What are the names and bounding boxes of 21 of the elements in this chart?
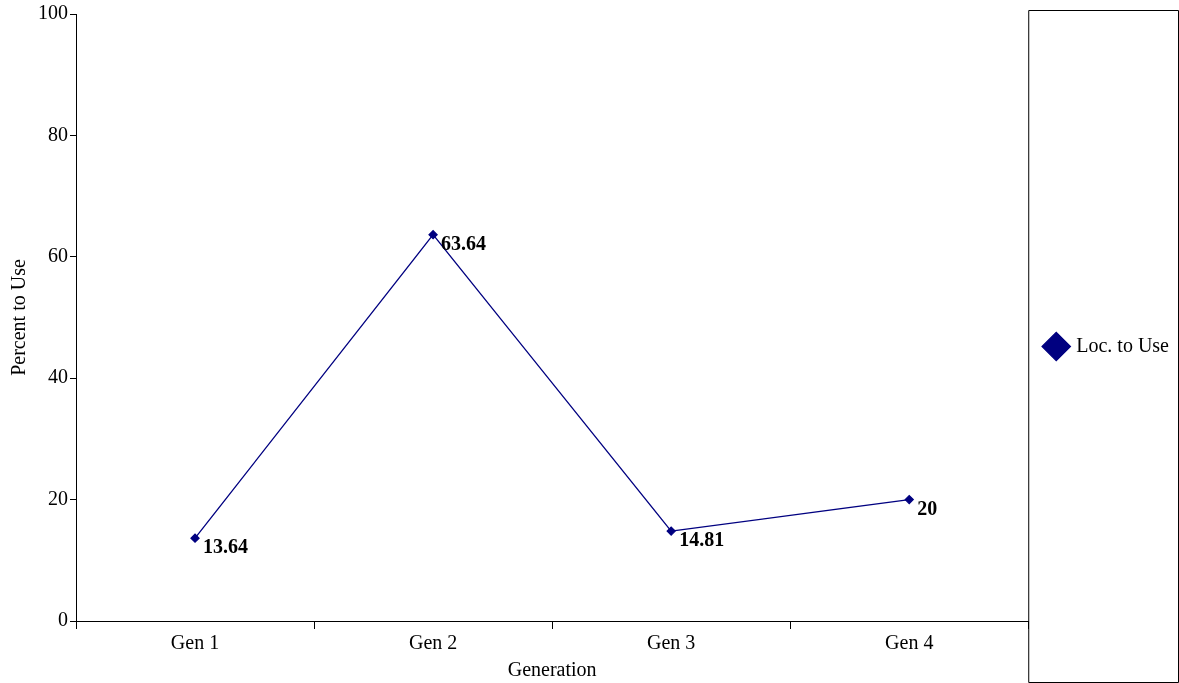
x-tick-label: Gen 3 bbox=[646, 631, 696, 654]
x-tick-label: Gen 4 bbox=[885, 631, 934, 654]
y-tick-label: 20 bbox=[48, 486, 68, 509]
x-tick-label: Gen 1 bbox=[170, 631, 220, 654]
data-label: 14.81 bbox=[679, 528, 725, 551]
y-tick-label: 60 bbox=[48, 244, 68, 267]
point bbox=[428, 230, 438, 240]
y-axis-title: Percent to Use bbox=[7, 259, 30, 376]
y-tick-label: 80 bbox=[48, 122, 68, 145]
y-tick-label: 100 bbox=[38, 1, 68, 24]
y-tick-label: 40 bbox=[48, 365, 68, 388]
point bbox=[190, 533, 200, 543]
x-axis-title: Generation bbox=[507, 658, 597, 681]
point bbox=[904, 494, 914, 505]
point bbox=[666, 526, 676, 536]
data-label: 13.64 bbox=[203, 535, 249, 558]
data-label: 20 bbox=[917, 496, 938, 519]
data-label: 63.64 bbox=[441, 231, 487, 254]
y-tick-label: 0 bbox=[58, 608, 68, 631]
x-tick-label: Gen 2 bbox=[408, 631, 458, 654]
legend-label: Loc. to Use bbox=[1076, 333, 1170, 356]
